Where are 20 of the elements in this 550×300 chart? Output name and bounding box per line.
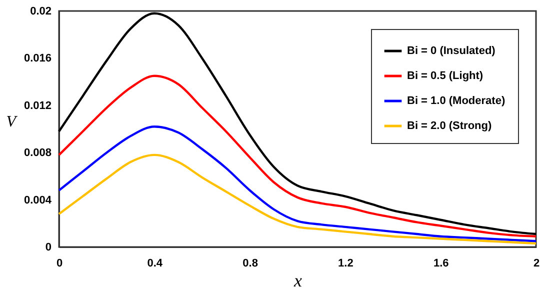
x-tick-label: 0.8	[242, 258, 258, 270]
x-tick-label: 1.6	[433, 258, 449, 270]
legend-label: Bi = 0 (Insulated)	[407, 45, 496, 57]
y-tick-label: 0.016	[24, 52, 52, 65]
x-tick-label: 0.4	[147, 258, 164, 270]
x-tick-label: 1.2	[338, 258, 354, 270]
y-tick-label: 0.004	[24, 194, 52, 206]
line-series	[58, 154, 538, 245]
y-tick-label: 0.02	[30, 6, 52, 18]
y-tick-label: 0	[45, 242, 52, 254]
legend-label: Bi = 1.0 (Moderate)	[407, 95, 506, 107]
x-tick-label: 2	[533, 258, 540, 270]
line-series	[58, 12, 538, 236]
legend-label: Bi = 2.0 (Strong)	[407, 120, 492, 132]
legend-label: Bi = 0.5 (Light)	[407, 70, 484, 82]
x-axis-title: x	[293, 270, 302, 290]
y-tick-label: 0.008	[24, 147, 52, 160]
y-axis-title: V	[6, 114, 18, 130]
x-tick-label: 0	[56, 258, 63, 270]
y-tick-label: 0.012	[24, 100, 52, 112]
